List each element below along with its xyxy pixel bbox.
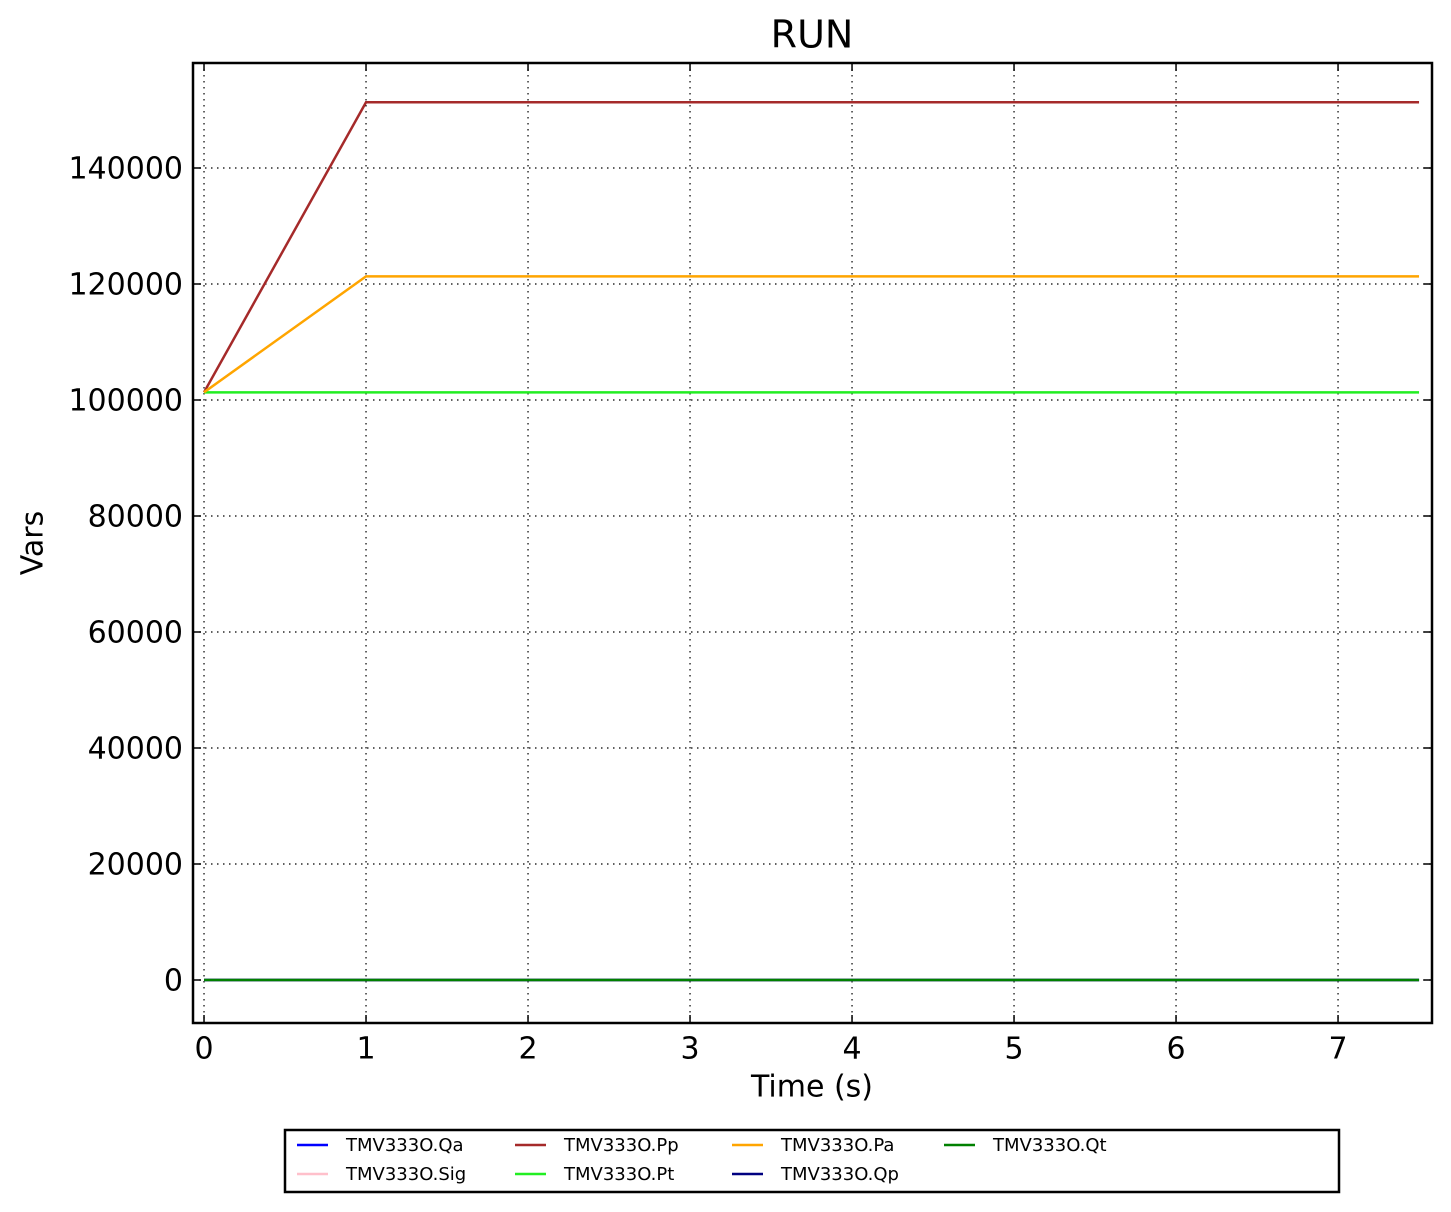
y-tick-label: 100000	[68, 383, 183, 418]
x-tick-label: 2	[518, 1032, 537, 1067]
x-tick-label: 0	[194, 1032, 213, 1067]
chart-title: RUN	[771, 13, 854, 57]
data-line	[203, 275, 1420, 394]
legend-label: TMV333O.Pp	[563, 1135, 679, 1156]
data-line	[202, 101, 1420, 393]
x-tick-label: 6	[1166, 1032, 1185, 1067]
x-axis-label: Time (s)	[750, 1070, 873, 1105]
x-tick-label: 3	[680, 1032, 699, 1067]
x-tick-label: 1	[356, 1032, 375, 1067]
x-tick-label: 5	[1004, 1032, 1023, 1067]
legend-label: TMV333O.Qt	[992, 1135, 1107, 1156]
legend-box	[283, 1128, 1341, 1194]
y-axis-label: Vars	[16, 511, 51, 576]
legend-label: TMV333O.Pa	[780, 1135, 894, 1156]
y-tick-label: 80000	[88, 499, 183, 534]
y-tick-label: 140000	[68, 151, 183, 186]
plot-frame	[191, 61, 1434, 1025]
y-tick-label: 60000	[88, 615, 183, 650]
legend-label: TMV333O.Qp	[780, 1164, 899, 1185]
legend-label: TMV333O.Pt	[563, 1164, 674, 1185]
x-tick-label: 4	[842, 1032, 861, 1067]
y-tick-label: 40000	[88, 731, 183, 766]
y-tick-label: 0	[164, 963, 183, 998]
y-tick-label: 20000	[88, 847, 183, 882]
y-tick-label: 120000	[68, 267, 183, 302]
legend-label: TMV333O.Qa	[345, 1135, 464, 1156]
x-tick-label: 7	[1328, 1032, 1347, 1067]
legend-label: TMV333O.Sig	[345, 1164, 466, 1185]
